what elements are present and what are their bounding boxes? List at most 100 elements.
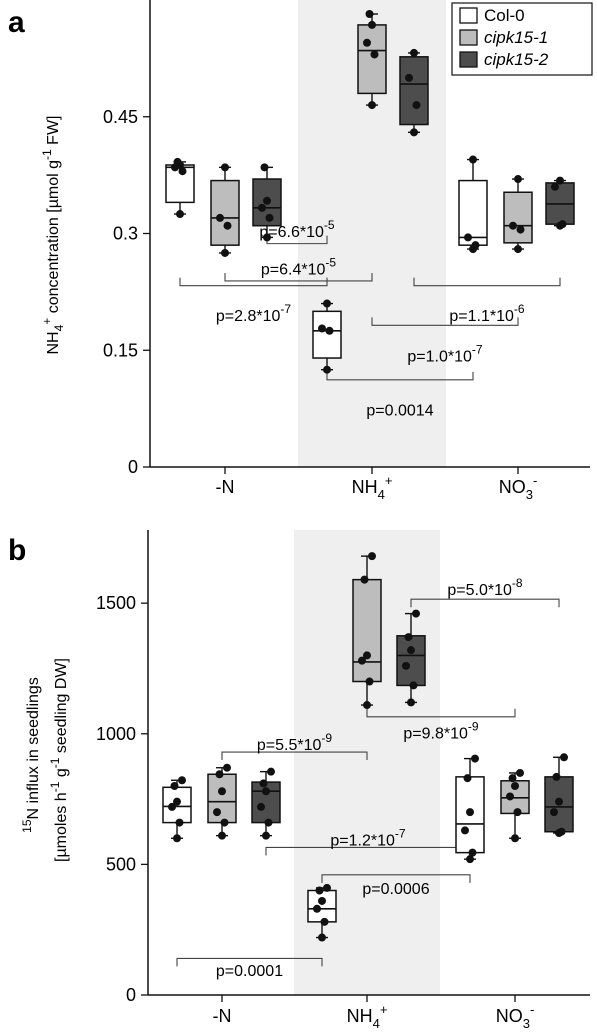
p-value-text: p=1.2*10	[330, 833, 395, 850]
ylabel-superscript: -1	[48, 757, 62, 768]
data-point	[358, 656, 366, 665]
data-point	[402, 661, 410, 670]
category-superscript: +	[385, 473, 393, 488]
box-cipk15-1-NH4+	[352, 552, 382, 710]
box-cipk15-1-NH4+	[357, 10, 387, 110]
data-point	[263, 233, 271, 242]
y-axis-label: NH4+ concentration [µmol g-1 FW]	[40, 116, 66, 355]
data-point	[313, 904, 321, 913]
box-iqr	[458, 179, 488, 246]
p-value-label: p=2.8*10-7	[216, 302, 292, 325]
p-value-exponent: -9	[321, 731, 332, 745]
data-point	[405, 73, 413, 82]
legend: Col-0 cipk15-1 cipk15-2	[451, 2, 593, 76]
box-Col-0-NO3-	[455, 754, 485, 864]
box-cipk15-1-NO3-	[500, 768, 530, 843]
ylabel-part: concentration [µmol g	[45, 160, 62, 318]
box-cipk15-2-NH4+	[399, 48, 429, 137]
data-point	[170, 782, 179, 791]
data-point	[508, 774, 517, 783]
data-point	[516, 225, 525, 234]
category-superscript: +	[380, 1002, 388, 1017]
significance-bracket	[221, 751, 368, 761]
p-value-text: p=6.6*10	[259, 224, 324, 241]
data-point	[370, 50, 379, 59]
significance-bracket	[413, 277, 561, 287]
data-point	[560, 753, 568, 762]
data-point	[264, 818, 273, 827]
data-point	[262, 787, 270, 796]
box-Col-0--N	[162, 776, 192, 843]
category-superscript: -	[533, 473, 537, 488]
box-cipk15-2-NH4+	[396, 609, 426, 707]
data-point	[412, 101, 421, 110]
box-Col-0-NH4+	[312, 299, 342, 374]
data-point	[168, 802, 176, 811]
data-point	[365, 677, 374, 686]
data-point	[368, 20, 376, 29]
p-value-exponent: -7	[472, 343, 483, 357]
data-point	[461, 826, 469, 835]
x-category-label: NO3-	[499, 473, 538, 502]
box-iqr	[312, 310, 342, 359]
p-value-text: p=1.0*10	[407, 349, 472, 366]
data-point	[464, 233, 472, 242]
box-iqr	[396, 635, 426, 687]
data-point	[258, 203, 266, 212]
box-cipk15-1--N	[207, 763, 237, 840]
p-value-text: p=6.4*10	[261, 262, 326, 279]
p-value-exponent: -5	[324, 218, 335, 232]
box-cipk15-2-NO3-	[544, 753, 574, 838]
data-point	[514, 245, 522, 254]
data-point	[469, 155, 477, 164]
box-iqr	[210, 179, 240, 246]
data-point	[555, 797, 563, 806]
data-point	[407, 698, 415, 707]
data-point	[323, 365, 331, 374]
data-point	[409, 681, 418, 690]
significance-bracket	[326, 371, 474, 381]
data-point	[511, 782, 519, 791]
panel-b: b 0 500 1000 1500 -N NH4+ NO3- p=5.0*10-8 p=5.5*1…	[8, 530, 590, 1031]
p-value-text: p=1.1*10	[449, 308, 514, 325]
box-cipk15-2--N	[252, 163, 282, 242]
box-iqr	[399, 56, 429, 126]
legend-label: cipk15-2	[484, 50, 549, 69]
data-point	[410, 128, 418, 137]
y-axis-label-line2: [µmoles h-1 g-1 seedling DW]	[48, 658, 70, 862]
data-point	[368, 552, 376, 561]
p-value-label: p=5.5*10-9	[257, 731, 333, 754]
data-point	[551, 182, 559, 191]
data-point	[216, 213, 224, 222]
significance-bracket	[366, 708, 516, 718]
data-point	[552, 772, 561, 781]
data-point	[363, 38, 371, 47]
significance-bracket	[176, 957, 323, 967]
data-point	[265, 213, 274, 222]
category-base: -N	[213, 1006, 232, 1026]
category-subscript: 3	[523, 1016, 530, 1031]
data-point	[221, 163, 229, 172]
data-point	[318, 933, 326, 942]
category-base: NH	[347, 1006, 373, 1026]
p-value-exponent: -7	[395, 827, 406, 841]
data-point	[557, 827, 566, 836]
p-value-label: p=0.0014	[366, 402, 433, 419]
data-point	[175, 818, 184, 827]
category-base: -N	[216, 477, 235, 497]
data-point	[506, 792, 514, 801]
p-value-exponent: -8	[512, 576, 523, 590]
legend-swatch	[459, 29, 478, 46]
data-point	[325, 326, 334, 335]
p-value-exponent: -6	[514, 302, 525, 316]
ylabel-part: FW]	[45, 116, 62, 150]
data-point	[511, 834, 519, 843]
x-category-label: -N	[213, 1006, 232, 1026]
data-point	[471, 754, 479, 763]
data-point	[412, 609, 420, 618]
box-cipk15-1--N	[210, 163, 240, 257]
box-cipk15-2--N	[251, 767, 281, 840]
y-tick-label: 1500	[96, 593, 136, 613]
category-subscript: 3	[526, 487, 533, 502]
box-Col-0-NO3-	[458, 155, 488, 254]
